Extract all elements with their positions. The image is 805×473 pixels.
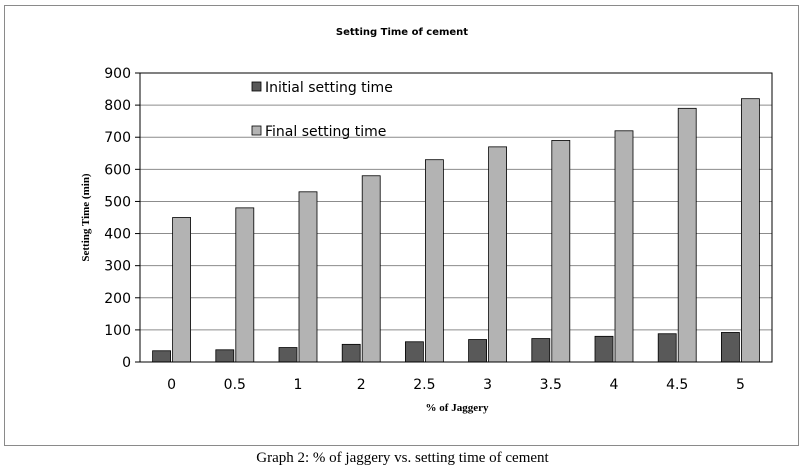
x-tick-label: 3 (483, 377, 492, 393)
y-tick-label: 200 (104, 291, 131, 307)
y-tick-label: 100 (104, 323, 131, 339)
initial-setting-bar (341, 343, 361, 363)
legend: Initial setting time Final setting time (251, 80, 393, 140)
chart-frame: Setting Time of cement 0 100 200 300 400 500 6… (4, 5, 799, 446)
figure-caption: Graph 2: % of jaggery vs. setting time o… (256, 450, 549, 466)
initial-setting-bar (531, 338, 551, 363)
y-axis-title: Setting Time (min) (80, 173, 92, 262)
initial-setting-bar (404, 341, 424, 363)
x-axis-tick-labels: 0 0.5 1 2 2.5 3 3.5 4 4.5 5 (167, 377, 745, 393)
x-tick-label: 2.5 (413, 377, 435, 393)
x-tick-label: 3.5 (540, 377, 562, 393)
x-tick-label: 1 (294, 377, 303, 393)
initial-setting-bar (594, 335, 614, 363)
x-tick-label: 5 (736, 377, 745, 393)
chart-title: Setting Time of cement (336, 27, 468, 38)
gridlines (140, 72, 772, 363)
y-tick-label: 700 (104, 130, 131, 146)
final-setting-bar (424, 159, 444, 363)
y-axis-tick-labels: 0 100 200 300 400 500 600 700 800 900 (104, 66, 140, 371)
initial-setting-bar (721, 332, 740, 363)
plot-area-border (139, 72, 773, 363)
y-tick-label: 800 (104, 98, 131, 114)
initial-setting-bar (215, 349, 235, 363)
bars (152, 98, 760, 363)
final-setting-bar (614, 130, 634, 363)
y-tick-label: 300 (104, 259, 131, 275)
initial-setting-bar (152, 350, 172, 363)
x-tick-label: 0 (167, 377, 176, 393)
x-tick-label: 0.5 (224, 377, 246, 393)
final-setting-bar (235, 207, 255, 363)
bar-chart: Setting Time of cement 0 100 200 300 400 500 6… (80, 27, 773, 414)
legend-swatch (251, 81, 262, 92)
final-setting-bar (488, 146, 508, 363)
y-tick-label: 0 (122, 355, 131, 371)
y-tick-label: 500 (104, 194, 131, 210)
legend-label: Initial setting time (265, 80, 393, 96)
final-setting-bar (677, 107, 697, 363)
final-setting-bar (298, 191, 318, 363)
x-tick-label: 4.5 (666, 377, 688, 393)
legend-label: Final setting time (265, 124, 386, 140)
initial-setting-bar (468, 339, 488, 363)
x-tick-label: 2 (357, 377, 366, 393)
final-setting-bar (741, 98, 760, 363)
initial-setting-bar (657, 333, 677, 363)
final-setting-bar (361, 175, 381, 363)
y-tick-label: 900 (104, 66, 131, 82)
x-tick-label: 4 (610, 377, 619, 393)
initial-setting-bar (278, 347, 298, 363)
final-setting-bar (551, 140, 571, 363)
y-tick-label: 400 (104, 227, 131, 243)
x-axis-title: % of Jaggery (426, 402, 489, 414)
y-tick-label: 600 (104, 162, 131, 178)
final-setting-bar (172, 217, 192, 363)
legend-swatch (251, 125, 262, 136)
